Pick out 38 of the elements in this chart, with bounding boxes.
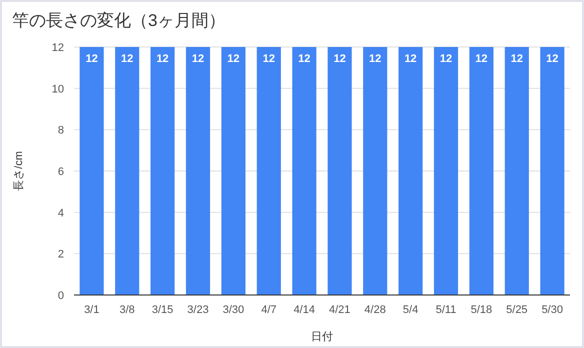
x-tick-label: 4/7	[261, 304, 277, 316]
data-label: 12	[510, 53, 523, 65]
x-tick-label: 5/25	[506, 304, 528, 316]
data-label: 12	[546, 53, 558, 65]
y-tick-label: 2	[58, 248, 64, 261]
x-tick-label: 3/23	[187, 304, 209, 316]
x-tick-label: 5/18	[470, 304, 492, 316]
data-label: 12	[227, 53, 240, 65]
y-axis-title: 長さ/cm	[13, 151, 25, 191]
data-label: 12	[334, 53, 346, 65]
x-tick-label: 3/15	[152, 304, 174, 316]
x-tick-label: 5/4	[402, 304, 418, 316]
y-tick-label: 10	[52, 83, 64, 96]
chart-title: 竿の長さの変化（3ヶ月間）	[12, 11, 226, 30]
data-label: 12	[440, 53, 452, 65]
x-axis-title: 日付	[311, 331, 333, 343]
y-tick-label: 8	[58, 124, 64, 137]
data-label: 12	[121, 53, 134, 65]
data-label: 12	[298, 53, 310, 65]
y-tick-label: 6	[58, 166, 64, 178]
x-tick-label: 3/8	[119, 304, 135, 316]
x-tick-label: 4/21	[329, 304, 350, 316]
data-label: 12	[86, 53, 98, 65]
data-label: 12	[404, 53, 417, 65]
y-tick-label: 12	[52, 42, 64, 54]
y-tick-label: 4	[58, 207, 64, 220]
x-tick-label: 5/30	[542, 304, 563, 316]
data-label: 12	[369, 53, 382, 65]
data-label: 12	[475, 53, 488, 65]
x-tick-label: 3/1	[84, 304, 100, 316]
x-tick-label: 4/28	[364, 304, 386, 316]
y-tick-label: 0	[58, 290, 64, 302]
x-tick-label: 3/30	[222, 304, 244, 316]
data-label: 12	[156, 53, 169, 65]
data-label: 12	[262, 53, 275, 65]
x-tick-label: 4/14	[294, 304, 315, 316]
x-tick-label: 5/11	[436, 304, 456, 316]
data-label: 12	[192, 53, 204, 65]
